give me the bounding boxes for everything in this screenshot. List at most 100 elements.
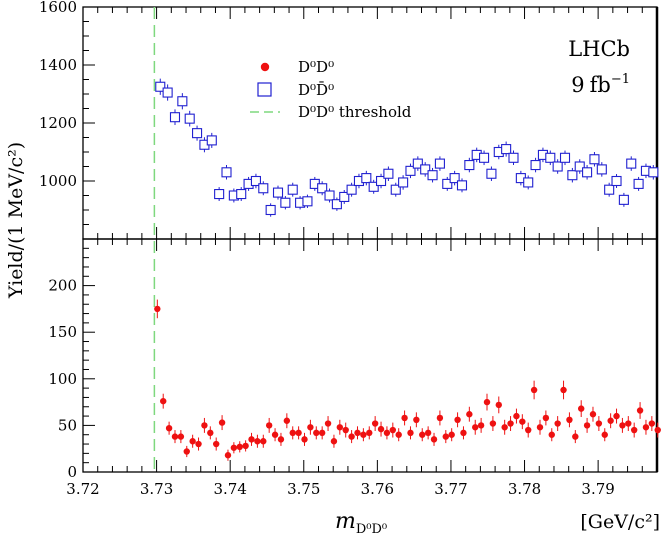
ddbar-point xyxy=(192,128,203,139)
ddbar-point xyxy=(390,184,401,195)
ddbar-point xyxy=(383,168,394,179)
dd-point xyxy=(212,440,220,448)
ddbar-point xyxy=(361,173,372,184)
dd-point xyxy=(636,407,644,414)
ddbar-point xyxy=(648,167,659,178)
ddbar-point xyxy=(331,199,342,210)
dd-point xyxy=(313,429,320,437)
dd-point xyxy=(495,401,502,409)
x-tick-label: 3.79 xyxy=(581,480,614,498)
luminosity-unit: fb xyxy=(590,73,611,97)
legend-marker-ddbar xyxy=(257,82,272,97)
dd-point xyxy=(454,416,461,424)
lower-y-tick-label: 150 xyxy=(48,323,77,341)
ddbar-point xyxy=(618,194,629,205)
ddbar-point xyxy=(501,144,512,155)
x-tick-label: 3.76 xyxy=(361,480,394,498)
dd-point xyxy=(171,433,179,440)
dd-point xyxy=(295,429,302,437)
ddbar-point xyxy=(604,184,615,195)
dd-point xyxy=(413,416,420,424)
dd-point xyxy=(260,438,267,445)
legend-marker-dd xyxy=(260,62,270,72)
ddbar-point xyxy=(155,81,166,92)
lower-panel-frame xyxy=(82,238,658,473)
dd-point xyxy=(460,429,467,437)
upper-y-tick-label: 1600 xyxy=(39,0,77,16)
ddbar-point xyxy=(545,152,556,163)
ddbar-point xyxy=(552,161,563,172)
ddbar-point xyxy=(302,196,313,207)
ddbar-point xyxy=(184,113,195,124)
luminosity-value: 9 xyxy=(571,73,584,97)
ddbar-point xyxy=(523,177,534,188)
dd-point xyxy=(236,443,243,451)
dd-point xyxy=(377,425,385,433)
dd-point xyxy=(525,426,532,434)
dd-point xyxy=(519,418,526,425)
luminosity-exponent: −1 xyxy=(611,72,630,87)
dd-point xyxy=(277,436,285,443)
dd-point xyxy=(154,305,161,313)
dd-point xyxy=(483,398,491,406)
dd-point xyxy=(436,414,444,422)
dd-point xyxy=(583,422,591,429)
dd-point xyxy=(501,424,508,431)
ddbar-point xyxy=(486,168,497,179)
ddbar-point xyxy=(582,167,593,178)
dd-point xyxy=(165,424,173,432)
ddbar-point xyxy=(162,87,173,98)
ddbar-point xyxy=(236,189,247,200)
ddbar-point xyxy=(169,112,181,123)
y-axis-title: Yield/(1 MeV/c²) xyxy=(5,142,27,299)
ddbar-point xyxy=(398,177,409,188)
ddbar-point xyxy=(442,178,453,189)
dd-point xyxy=(407,429,414,437)
dd-point xyxy=(254,438,261,445)
dd-point xyxy=(419,431,426,438)
ddbar-point xyxy=(626,158,637,169)
dd-point xyxy=(195,440,202,448)
dd-point xyxy=(560,386,567,394)
dd-point xyxy=(489,420,497,427)
ddbar-point xyxy=(456,180,468,191)
ddbar-point xyxy=(559,152,571,163)
x-tick-label: 3.77 xyxy=(434,480,467,498)
ddbar-point xyxy=(611,175,622,187)
legend-label-dd: D⁰D⁰ xyxy=(298,58,334,76)
ddbar-point xyxy=(368,181,379,192)
lower-y-tick-label: 50 xyxy=(58,416,77,434)
dd-point xyxy=(430,436,438,443)
dd-point xyxy=(189,438,196,445)
dd-point xyxy=(572,433,579,440)
lower-y-tick-label: 200 xyxy=(48,277,77,295)
x-axis-title-main: m xyxy=(335,509,356,534)
ddbar-series xyxy=(155,78,659,217)
dd-point xyxy=(648,420,656,427)
x-tick-label: 3.75 xyxy=(287,480,320,498)
legend-label-ddbar: D⁰D̄⁰ xyxy=(298,81,334,99)
x-tick-label: 3.78 xyxy=(508,480,541,498)
dd-point xyxy=(289,429,296,437)
ddbar-point xyxy=(177,96,188,107)
ddbar-point xyxy=(574,161,585,172)
dd-point xyxy=(242,442,249,450)
dd-point xyxy=(619,422,626,429)
dd-point xyxy=(366,429,373,437)
ddbar-point xyxy=(214,189,225,200)
x-tick-label: 3.74 xyxy=(213,480,246,498)
ddbar-point xyxy=(633,178,644,189)
ddbar-point xyxy=(427,170,438,181)
ddbar-point xyxy=(464,160,475,171)
dd-point xyxy=(342,426,349,434)
dd-point xyxy=(301,436,308,443)
lower-y-tick-label: 100 xyxy=(48,370,77,388)
ddbar-point xyxy=(324,190,335,201)
ddbar-point xyxy=(420,164,431,175)
dd-point xyxy=(625,420,632,427)
dd-point xyxy=(283,417,291,424)
ddbar-point xyxy=(530,160,541,171)
ddbar-point xyxy=(272,187,284,198)
x-axis-title: mD⁰D⁰ xyxy=(335,509,387,537)
dd-point xyxy=(395,431,402,438)
